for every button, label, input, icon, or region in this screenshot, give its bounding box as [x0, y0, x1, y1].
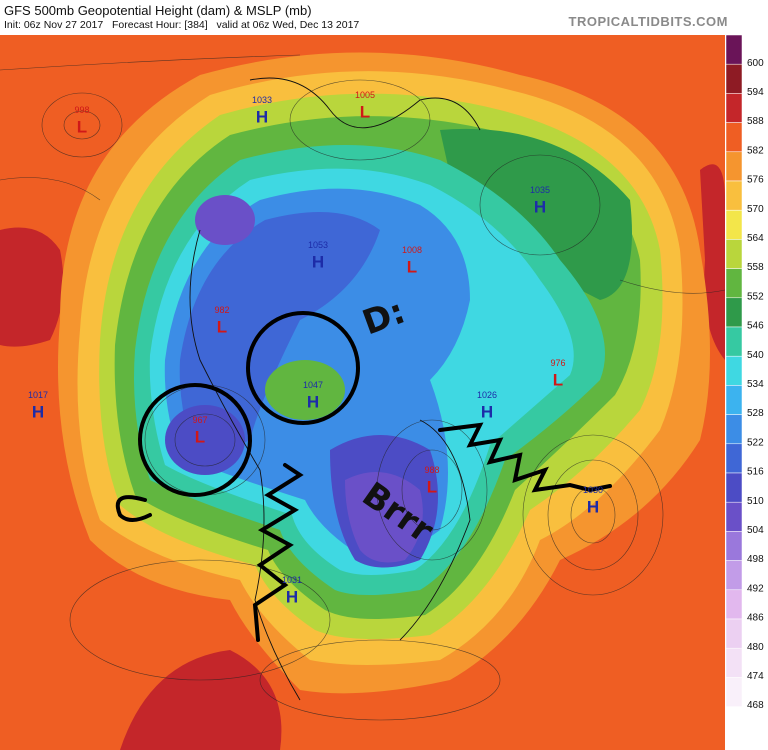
center-letter: H	[32, 402, 44, 421]
colorbar-label: 576	[747, 175, 764, 186]
center-letter: L	[360, 102, 370, 121]
colorbar-label: 486	[747, 613, 764, 624]
center-value: 1017	[28, 390, 48, 400]
center-value: 982	[214, 305, 229, 315]
colorbar-swatch	[725, 647, 743, 678]
center-letter: L	[217, 317, 227, 336]
center-letter: H	[534, 197, 546, 216]
center-letter: H	[307, 392, 319, 411]
colorbar-swatch	[725, 501, 743, 532]
colorbar-label: 600	[747, 58, 764, 69]
map-subtitle: Init: 06z Nov 27 2017 Forecast Hour: [38…	[4, 19, 360, 31]
colorbar-label: 558	[747, 262, 764, 273]
colorbar-label: 498	[747, 554, 764, 565]
colorbar-swatch	[725, 531, 743, 561]
colorbar-swatch	[725, 589, 743, 620]
center-letter: L	[195, 427, 205, 446]
hand-drawn	[115, 311, 612, 642]
colorbar-label: 564	[747, 233, 764, 244]
center-value: 988	[424, 465, 439, 475]
center-value: 1026	[477, 390, 497, 400]
colorbar-label: 552	[747, 291, 764, 302]
colorbar-label: 480	[747, 642, 764, 653]
pressure-centers: 998 L 1033 H 1005 L 1035 H 1053 H 1008 L 982 L 1047 H 96…	[28, 90, 603, 606]
colorbar-label: 474	[747, 671, 764, 682]
colorbar-swatch	[725, 122, 743, 153]
colorbar-swatch	[725, 618, 743, 649]
colorbar-swatch	[725, 560, 743, 591]
colorbar-swatch	[725, 180, 743, 211]
center-letter: L	[427, 477, 437, 496]
colorbar-label: 588	[747, 116, 764, 127]
center-value: 976	[550, 358, 565, 368]
center-letter: L	[553, 370, 563, 389]
colorbar-label: 540	[747, 350, 764, 361]
colorbar-label: 528	[747, 408, 764, 419]
colorbar-label: 504	[747, 525, 764, 536]
colorbar-swatch	[725, 677, 743, 707]
center-value: 1053	[308, 240, 328, 250]
map-title: GFS 500mb Geopotential Height (dam) & MS…	[4, 3, 312, 18]
colorbar-swatch	[725, 93, 743, 123]
colorbar-swatch	[725, 443, 743, 474]
center-value: 1047	[303, 380, 323, 390]
colorbar-swatch	[725, 472, 743, 503]
colorbar-swatch	[725, 355, 743, 386]
center-value: 1030	[583, 485, 603, 495]
center-letter: H	[312, 252, 324, 271]
center-value: 1035	[530, 185, 550, 195]
center-letter: H	[481, 402, 493, 421]
center-letter: H	[286, 587, 298, 606]
colorbar-label: 534	[747, 379, 764, 390]
center-letter: H	[587, 497, 599, 516]
colorbar-label: 570	[747, 204, 764, 215]
colorbar-swatch	[725, 326, 743, 357]
center-value: 1031	[282, 575, 302, 585]
colorbar-swatch	[725, 34, 743, 65]
colorbar-swatch	[725, 239, 743, 269]
center-letter: L	[407, 257, 417, 276]
center-value: 1005	[355, 90, 375, 100]
colorbar-label: 516	[747, 467, 764, 478]
center-letter: L	[77, 117, 87, 136]
colorbar-label: 546	[747, 321, 764, 332]
colorbar-label: 492	[747, 583, 764, 594]
center-value: 1008	[402, 245, 422, 255]
colorbar-label: 510	[747, 496, 764, 507]
colorbar-swatch	[725, 297, 743, 328]
colorbar-label: 594	[747, 87, 764, 98]
colorbar-swatch	[725, 385, 743, 415]
colorbar-swatch	[725, 151, 743, 182]
source: TROPICALTIDBITS.COM	[568, 14, 728, 29]
height-field	[0, 35, 725, 750]
colorbar-swatch	[725, 268, 743, 299]
center-value: 1033	[252, 95, 272, 105]
colorbar-swatch	[725, 63, 743, 94]
colorbar-label: 522	[747, 437, 764, 448]
colorbar-swatch	[725, 414, 743, 445]
colorbar-label: 468	[747, 700, 764, 711]
colorbar: 600 594 588 582 576 570 564 558 552 546 540 534 528 5…	[725, 34, 764, 711]
colorbar-label: 582	[747, 145, 764, 156]
colorbar-swatch	[725, 209, 743, 240]
center-value: 967	[192, 415, 207, 425]
center-letter: H	[256, 107, 268, 126]
center-value: 998	[74, 105, 89, 115]
